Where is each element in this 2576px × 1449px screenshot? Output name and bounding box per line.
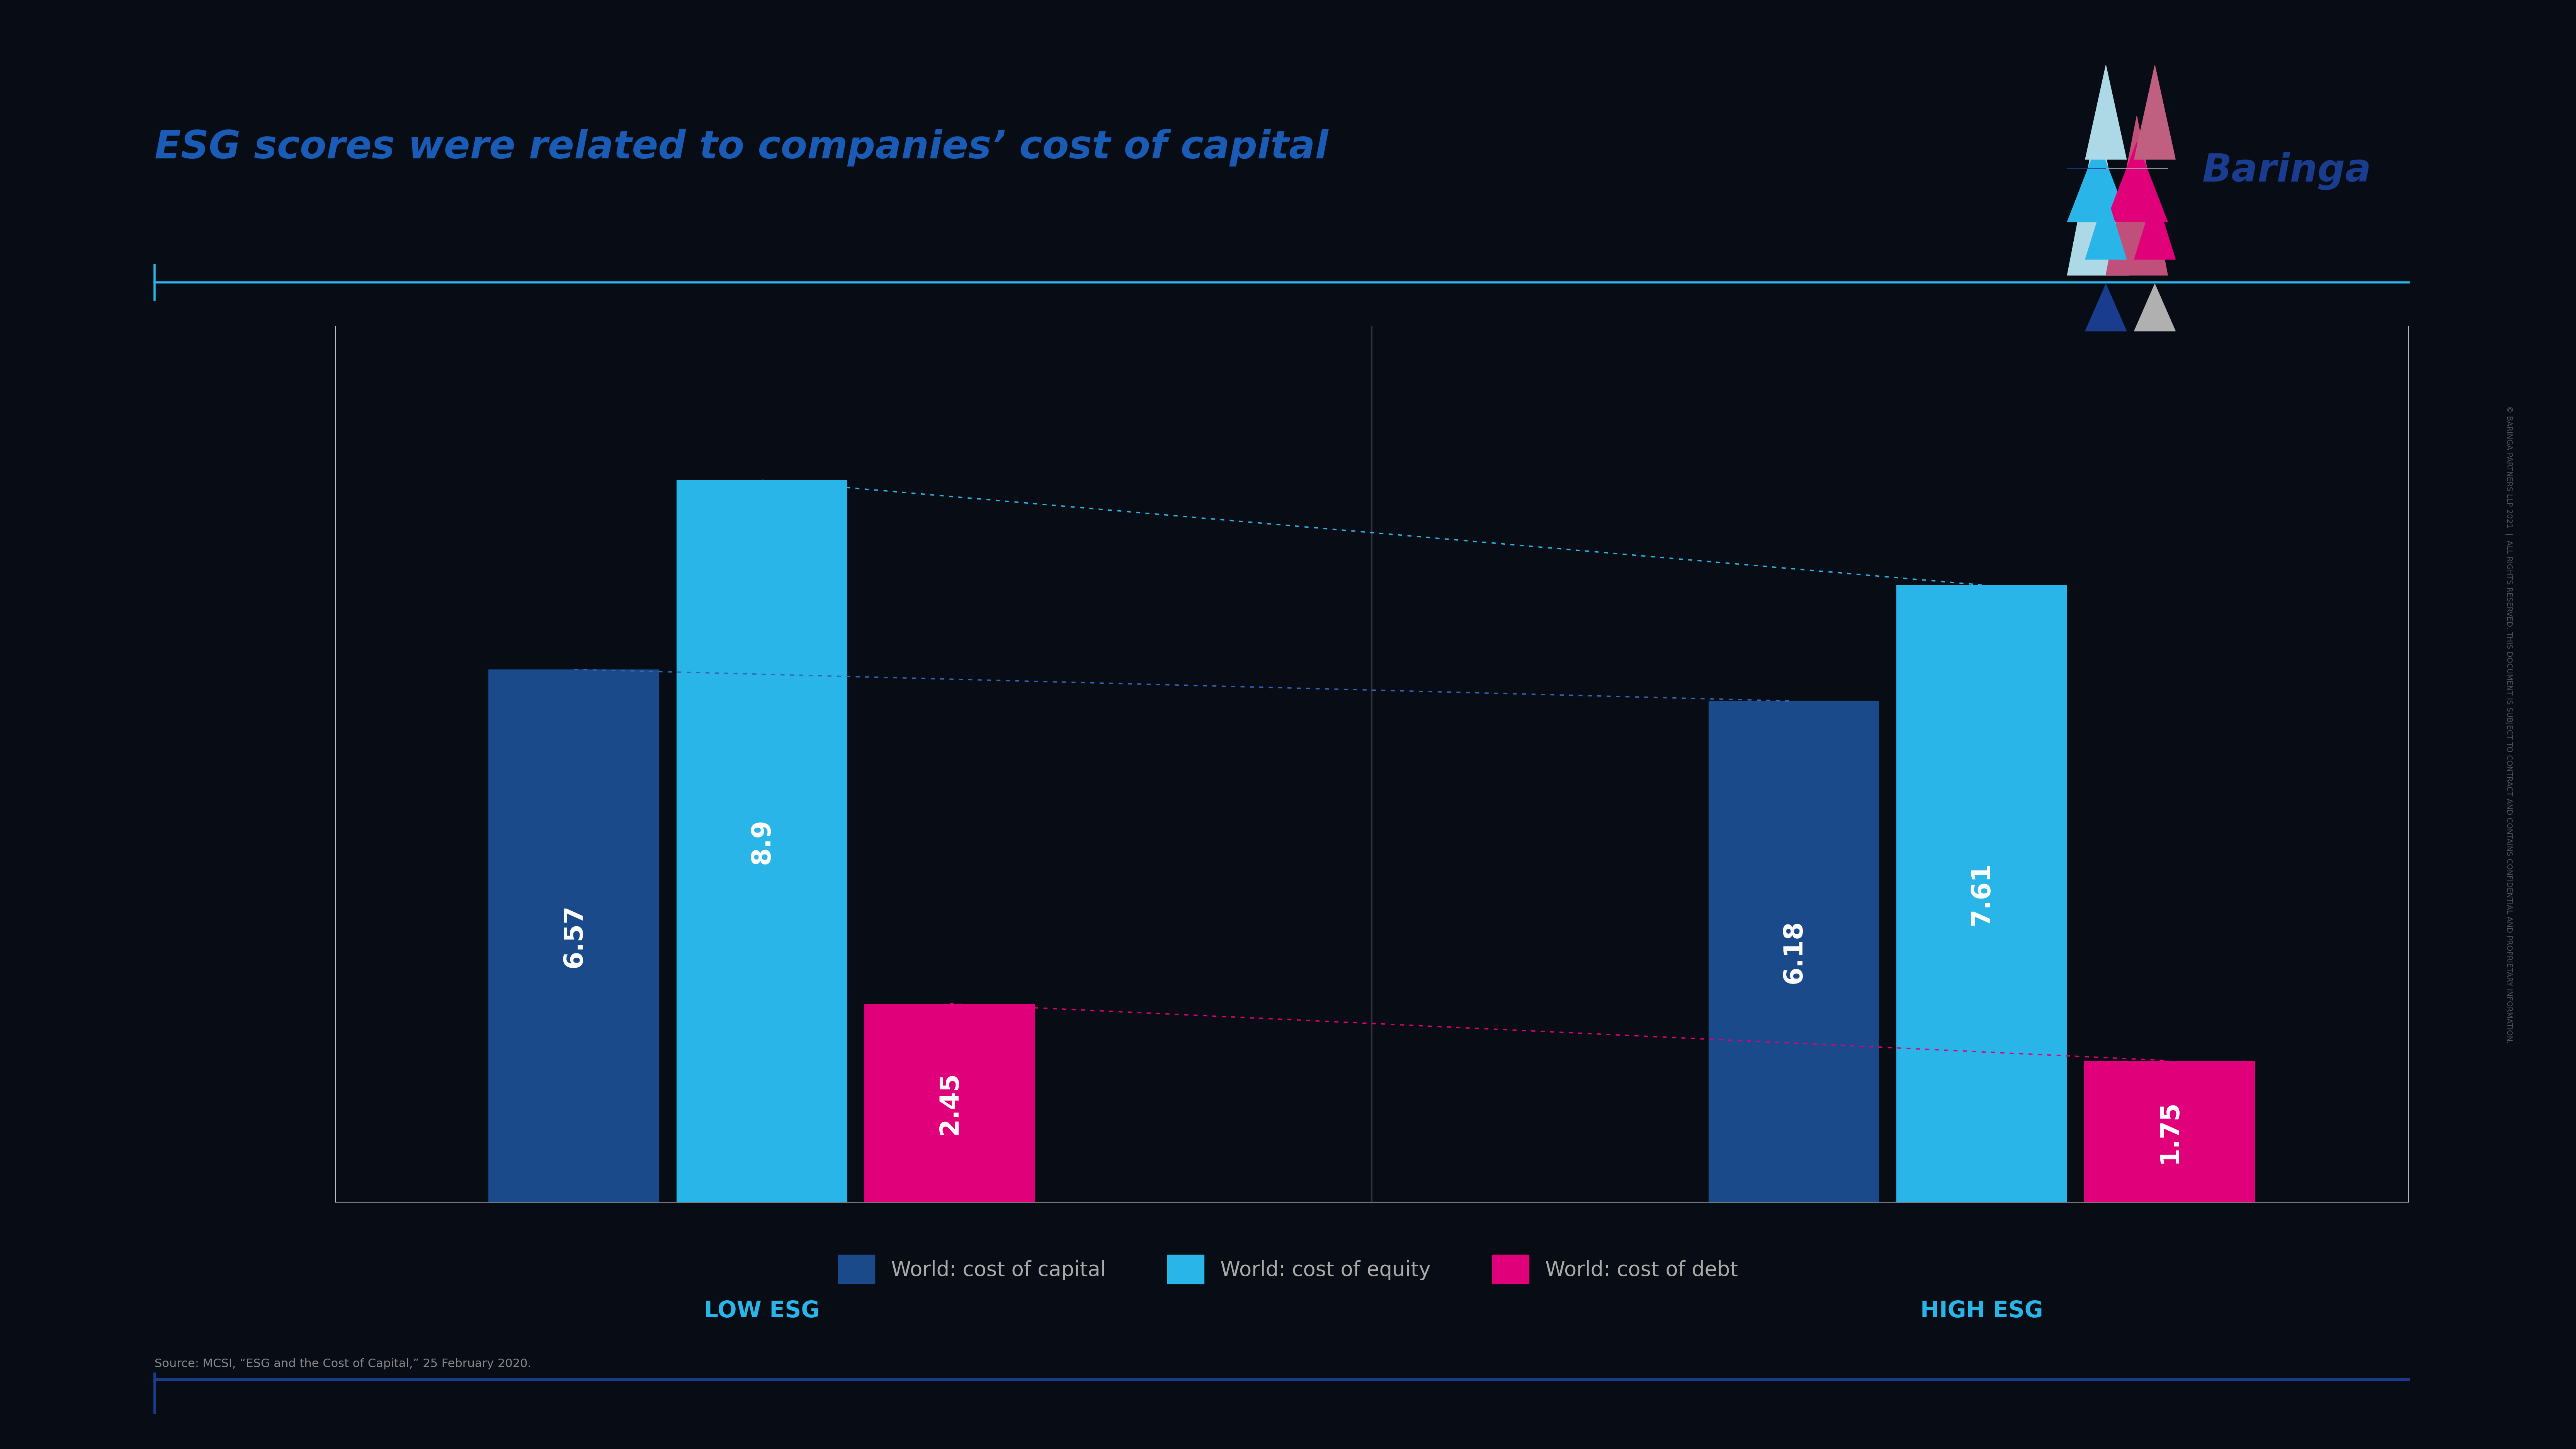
Text: LOW ESG: LOW ESG xyxy=(703,1300,819,1321)
Legend: World: cost of capital, World: cost of equity, World: cost of debt: World: cost of capital, World: cost of e… xyxy=(827,1245,1749,1294)
Bar xyxy=(1896,585,2066,1203)
Text: 7.61: 7.61 xyxy=(1968,862,1994,926)
Text: HIGH ESG: HIGH ESG xyxy=(1919,1300,2043,1321)
Bar xyxy=(2084,1061,2254,1203)
Text: 2.45: 2.45 xyxy=(938,1071,963,1135)
Text: 6.18: 6.18 xyxy=(1780,920,1806,984)
Text: Baringa: Baringa xyxy=(2202,152,2372,190)
Text: 8.9: 8.9 xyxy=(750,819,775,864)
Bar xyxy=(866,1004,1036,1203)
Bar xyxy=(677,480,848,1203)
Text: 6.57: 6.57 xyxy=(562,904,587,968)
Text: ESG scores were related to companies’ cost of capital: ESG scores were related to companies’ co… xyxy=(155,129,1329,167)
Text: Source: MCSI, “ESG and the Cost of Capital,” 25 February 2020.: Source: MCSI, “ESG and the Cost of Capit… xyxy=(155,1358,531,1369)
Text: © BARINGA PARTNERS LLP 2021  |  ALL RIGHTS RESERVED. THIS DOCUMENT IS SUBJECT TO: © BARINGA PARTNERS LLP 2021 | ALL RIGHTS… xyxy=(2506,406,2512,1043)
Bar xyxy=(1708,701,1878,1203)
Bar xyxy=(489,669,659,1203)
Text: 1.75: 1.75 xyxy=(2156,1100,2182,1164)
